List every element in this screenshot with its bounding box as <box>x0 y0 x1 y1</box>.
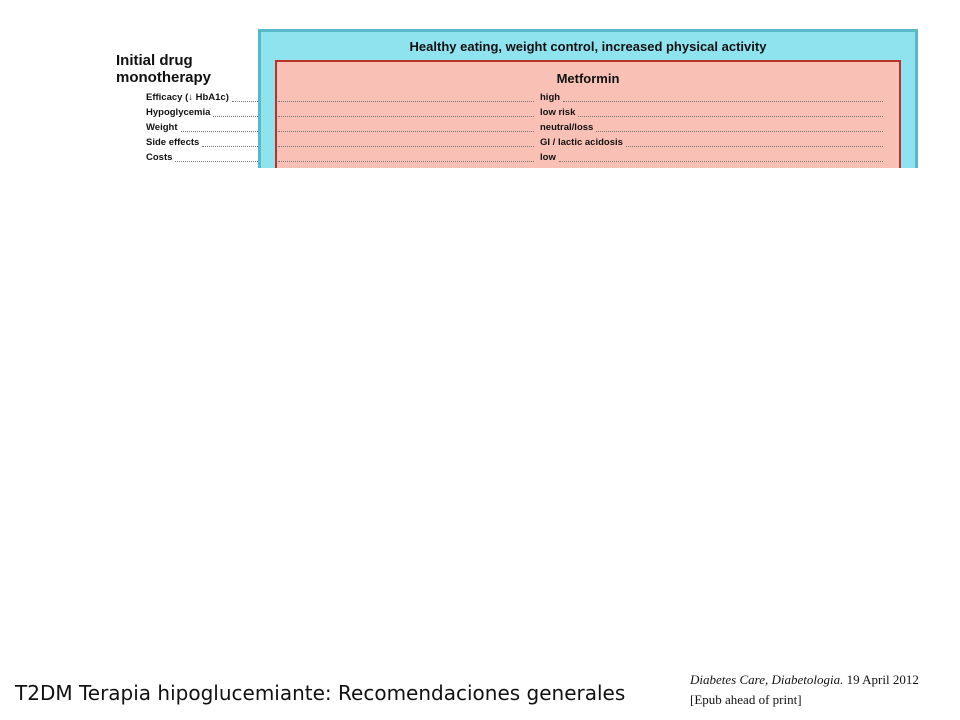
citation-journal: Diabetes Care, Diabetologia. <box>690 672 844 687</box>
leader-dots <box>175 160 258 162</box>
leader-dots <box>231 100 258 102</box>
criterion-value-efficacy: high <box>278 92 883 104</box>
criterion-label-weight: Weight <box>146 122 258 134</box>
criterion-value-text: low risk <box>540 107 576 118</box>
criterion-value-text: GI / lactic acidosis <box>540 137 623 148</box>
criterion-label-text: Efficacy (↓ HbA1c) <box>146 92 229 103</box>
slide-title: T2DM Terapia hipoglucemiante: Recomendac… <box>15 681 626 705</box>
leader-dots <box>578 115 883 117</box>
metformin-box: Metformin <box>275 60 901 168</box>
leader-dots <box>278 130 534 132</box>
initial-drug-monotherapy-heading: Initial drug monotherapy <box>116 52 211 86</box>
leader-dots <box>625 145 883 147</box>
criterion-value-text: high <box>540 92 561 103</box>
leader-dots <box>278 160 534 162</box>
criterion-label-side-effects: Side effects <box>146 137 258 149</box>
criterion-label-text: Hypoglycemia <box>146 107 211 118</box>
leader-dots <box>278 145 534 147</box>
citation-date: 19 April 2012 <box>843 672 919 687</box>
leader-dots <box>596 130 883 132</box>
side-title-line2: monotherapy <box>116 69 212 86</box>
treatment-algorithm-figure: Initial drug monotherapy Healthy eating,… <box>0 0 960 168</box>
criterion-label-hypoglycemia: Hypoglycemia <box>146 107 258 119</box>
criterion-value-costs: low <box>278 152 883 164</box>
leader-dots <box>278 115 534 117</box>
leader-dots <box>180 130 258 132</box>
criterion-value-text: low <box>540 152 556 163</box>
criterion-value-text: neutral/loss <box>540 122 594 133</box>
lifestyle-box-title: Healthy eating, weight control, increase… <box>409 39 767 54</box>
criterion-label-costs: Costs <box>146 152 258 164</box>
citation-note: [Epub ahead of print] <box>690 692 802 707</box>
leader-dots <box>278 100 534 102</box>
criterion-value-side-effects: GI / lactic acidosis <box>278 137 883 149</box>
leader-dots <box>563 100 883 102</box>
leader-dots <box>558 160 883 162</box>
criterion-value-weight: neutral/loss <box>278 122 883 134</box>
criterion-label-efficacy: Efficacy (↓ HbA1c) <box>146 92 258 104</box>
side-title-line1: Initial drug <box>116 52 193 69</box>
leader-dots <box>202 145 258 147</box>
criterion-value-hypoglycemia: low risk <box>278 107 883 119</box>
metformin-box-title: Metformin <box>556 71 620 86</box>
citation-line1: Diabetes Care, Diabetologia. 19 April 20… <box>690 670 919 690</box>
criterion-label-text: Weight <box>146 122 178 133</box>
citation: Diabetes Care, Diabetologia. 19 April 20… <box>690 670 919 710</box>
leader-dots <box>213 115 258 117</box>
criterion-label-text: Side effects <box>146 137 200 148</box>
criterion-label-text: Costs <box>146 152 173 163</box>
